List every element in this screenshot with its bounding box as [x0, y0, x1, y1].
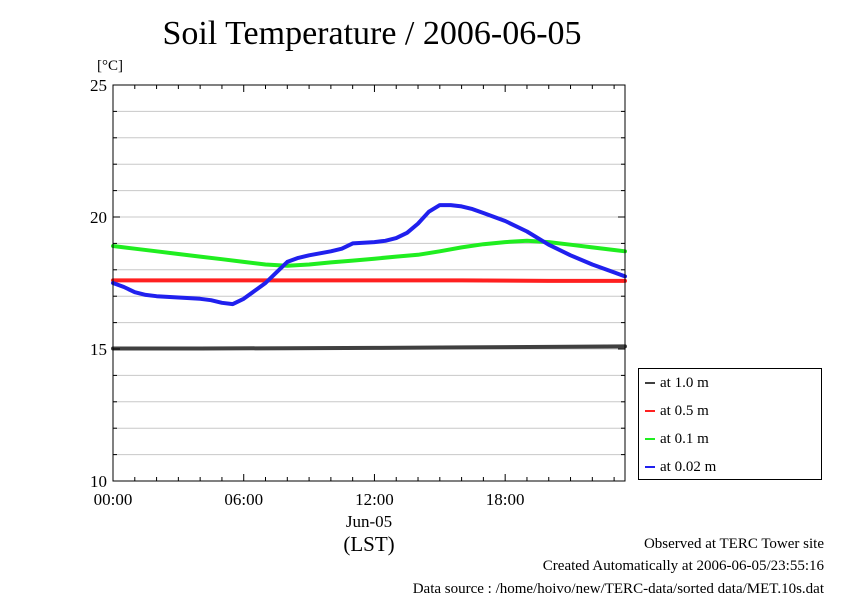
- axis-ticks: 10 15 20 25 00:00 06:00 12:00 18:00: [90, 76, 625, 509]
- legend-swatch: [645, 382, 655, 384]
- series-line: [111, 238, 627, 268]
- footer-source: Data source : /home/hoivo/new/TERC-data/…: [412, 581, 824, 597]
- x-tick-label: 12:00: [355, 490, 394, 509]
- legend-item: at 0.02 m: [645, 457, 716, 477]
- chart-title: Soil Temperature / 2006-06-05: [162, 15, 582, 52]
- x-axis-date-label: Jun-05: [346, 512, 392, 531]
- footer-observed: Observed at TERC Tower site: [643, 536, 824, 552]
- y-tick-label: 25: [90, 76, 107, 95]
- x-tick-label: 18:00: [486, 490, 525, 509]
- legend-label: at 0.02 m: [660, 458, 717, 475]
- y-axis-label: [°C]: [97, 58, 123, 74]
- legend-label: at 1.0 m: [660, 374, 709, 391]
- plot-frame: [112, 84, 626, 482]
- gridlines: [113, 110, 625, 456]
- y-tick-label: 10: [90, 472, 107, 491]
- legend-item: at 1.0 m: [645, 373, 709, 393]
- series-line: [111, 203, 627, 307]
- series-line: [111, 278, 627, 283]
- y-tick-label: 15: [90, 340, 107, 359]
- legend-label: at 0.5 m: [660, 402, 709, 419]
- legend-swatch: [645, 438, 655, 440]
- legend-swatch: [645, 466, 655, 468]
- legend: at 1.0 m at 0.5 m at 0.1 m at 0.02 m: [638, 368, 822, 480]
- series-lines: [111, 203, 627, 351]
- x-tick-label: 00:00: [94, 490, 133, 509]
- series-line: [111, 344, 627, 351]
- legend-label: at 0.1 m: [660, 430, 709, 447]
- legend-item: at 0.1 m: [645, 429, 709, 449]
- x-tick-label: 06:00: [224, 490, 263, 509]
- y-tick-label: 20: [90, 208, 107, 227]
- legend-swatch: [645, 410, 655, 412]
- x-axis-label: (LST): [343, 532, 394, 556]
- legend-item: at 0.5 m: [645, 401, 709, 421]
- footer-created: Created Automatically at 2006-06-05/23:5…: [542, 558, 824, 574]
